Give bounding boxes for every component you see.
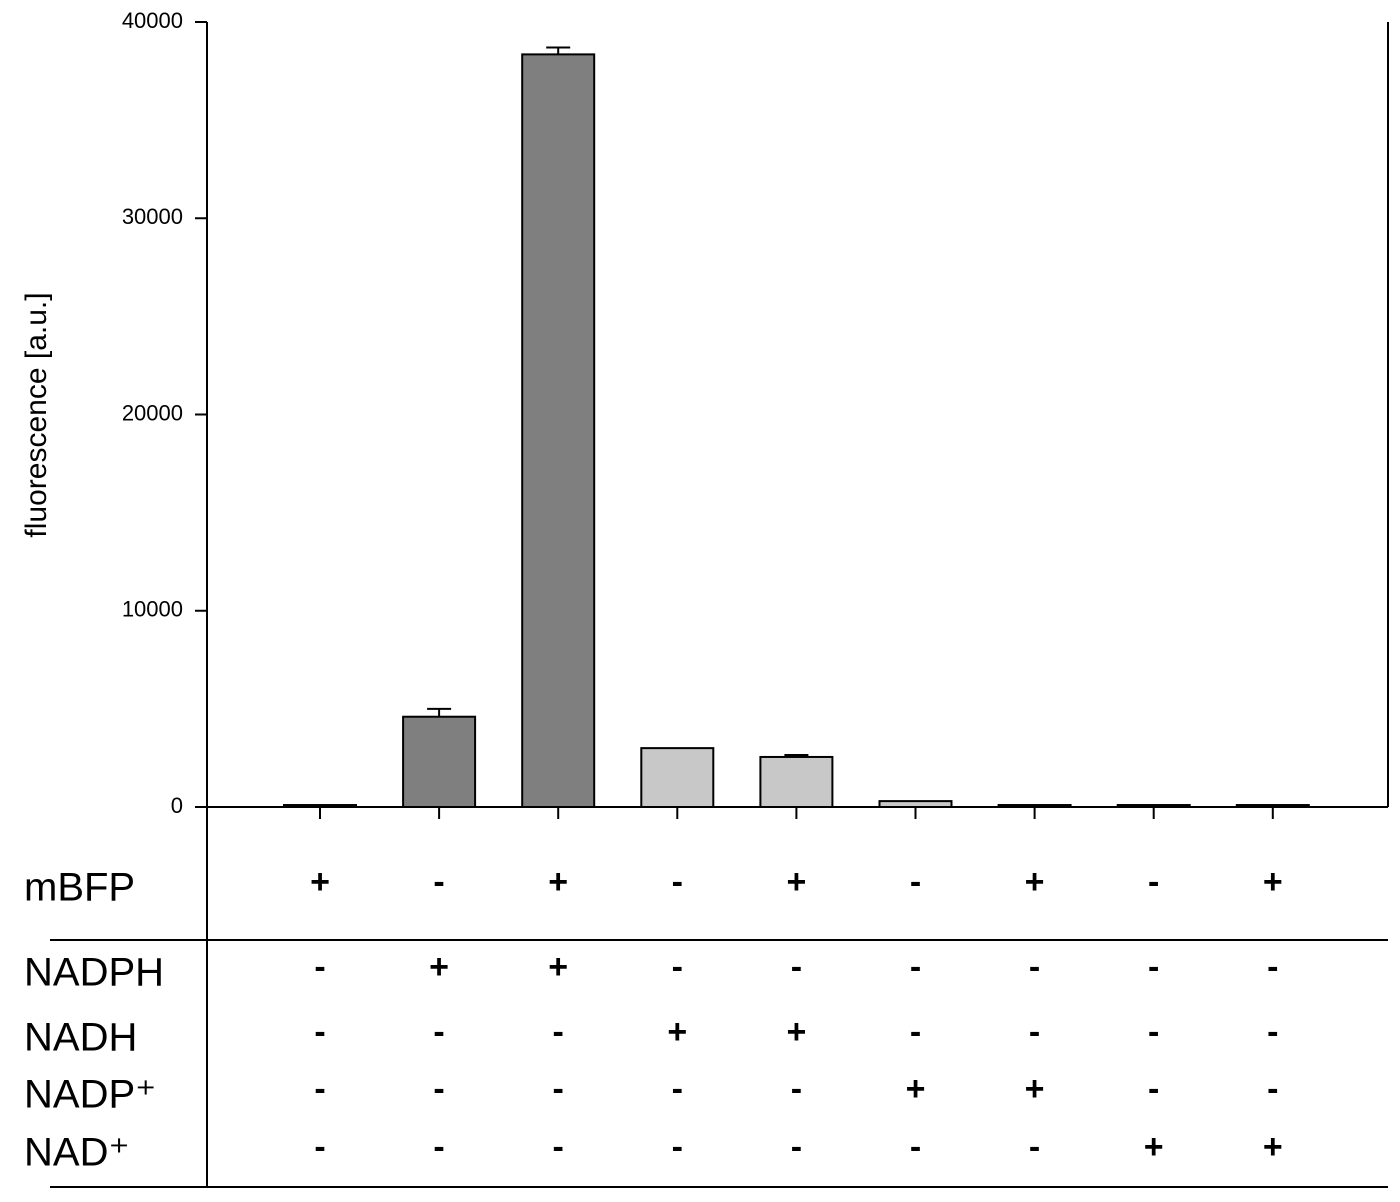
condition-sign: + [429, 948, 449, 986]
condition-sign: - [672, 1128, 683, 1166]
condition-sign: - [910, 1013, 921, 1051]
condition-sign: - [1148, 1013, 1159, 1051]
condition-sign: - [433, 1128, 444, 1166]
condition-sign: - [433, 1013, 444, 1051]
condition-sign: - [910, 1128, 921, 1166]
error-bar [427, 707, 452, 717]
condition-sign: - [791, 1070, 802, 1108]
condition-sign: + [1263, 863, 1283, 901]
condition-sign: - [553, 1128, 564, 1166]
bar [283, 804, 357, 808]
condition-sign: + [548, 863, 568, 901]
condition-sign: + [1144, 1128, 1164, 1166]
condition-sign: + [786, 1013, 806, 1051]
y-tick-label: 40000 [122, 8, 183, 33]
condition-sign: + [1025, 1070, 1045, 1108]
error-bar [784, 753, 809, 757]
y-axis-label: fluorescence [a.u.] [20, 292, 53, 537]
condition-sign: - [910, 948, 921, 986]
bar [997, 804, 1072, 808]
bar [759, 755, 834, 808]
condition-sign: - [1029, 1013, 1040, 1051]
condition-sign: + [906, 1070, 926, 1108]
condition-sign: - [433, 863, 444, 901]
bar [878, 800, 953, 808]
condition-sign: - [1267, 1070, 1278, 1108]
condition-sign: - [314, 1128, 325, 1166]
condition-label: NADP⁺ [24, 1073, 156, 1117]
condition-label: NAD⁺ [24, 1131, 130, 1175]
condition-sign: + [667, 1013, 687, 1051]
condition-sign: - [672, 948, 683, 986]
condition-sign: - [433, 1070, 444, 1108]
condition-sign: - [1148, 1070, 1159, 1108]
condition-label: NADPH [24, 951, 164, 995]
y-tick-label: 10000 [122, 597, 183, 622]
condition-sign: - [1029, 948, 1040, 986]
condition-sign: - [1267, 948, 1278, 986]
condition-sign: + [310, 863, 330, 901]
condition-sign: - [791, 1128, 802, 1166]
condition-sign: - [910, 863, 921, 901]
condition-sign: - [672, 863, 683, 901]
y-tick-label: 20000 [122, 400, 183, 425]
condition-sign: - [553, 1070, 564, 1108]
condition-label: mBFP [24, 866, 135, 910]
condition-sign: - [1148, 863, 1159, 901]
error-bar [546, 46, 571, 55]
condition-label: NADH [24, 1016, 137, 1060]
condition-sign: - [314, 1070, 325, 1108]
condition-sign: - [314, 948, 325, 986]
y-tick-label: 0 [171, 793, 183, 818]
condition-sign: - [1148, 948, 1159, 986]
condition-sign: + [1025, 863, 1045, 901]
bar [521, 53, 596, 809]
condition-sign: - [1029, 1128, 1040, 1166]
bar [640, 747, 715, 808]
condition-sign: - [553, 1013, 564, 1051]
condition-sign: - [791, 948, 802, 986]
y-tick-label: 30000 [122, 204, 183, 229]
condition-sign: + [548, 948, 568, 986]
condition-sign: + [1263, 1128, 1283, 1166]
bar [402, 715, 477, 808]
bar [1116, 804, 1191, 808]
condition-sign: - [672, 1070, 683, 1108]
condition-sign: + [786, 863, 806, 901]
condition-sign: - [314, 1013, 325, 1051]
bar [1235, 804, 1310, 808]
condition-sign: - [1267, 1013, 1278, 1051]
